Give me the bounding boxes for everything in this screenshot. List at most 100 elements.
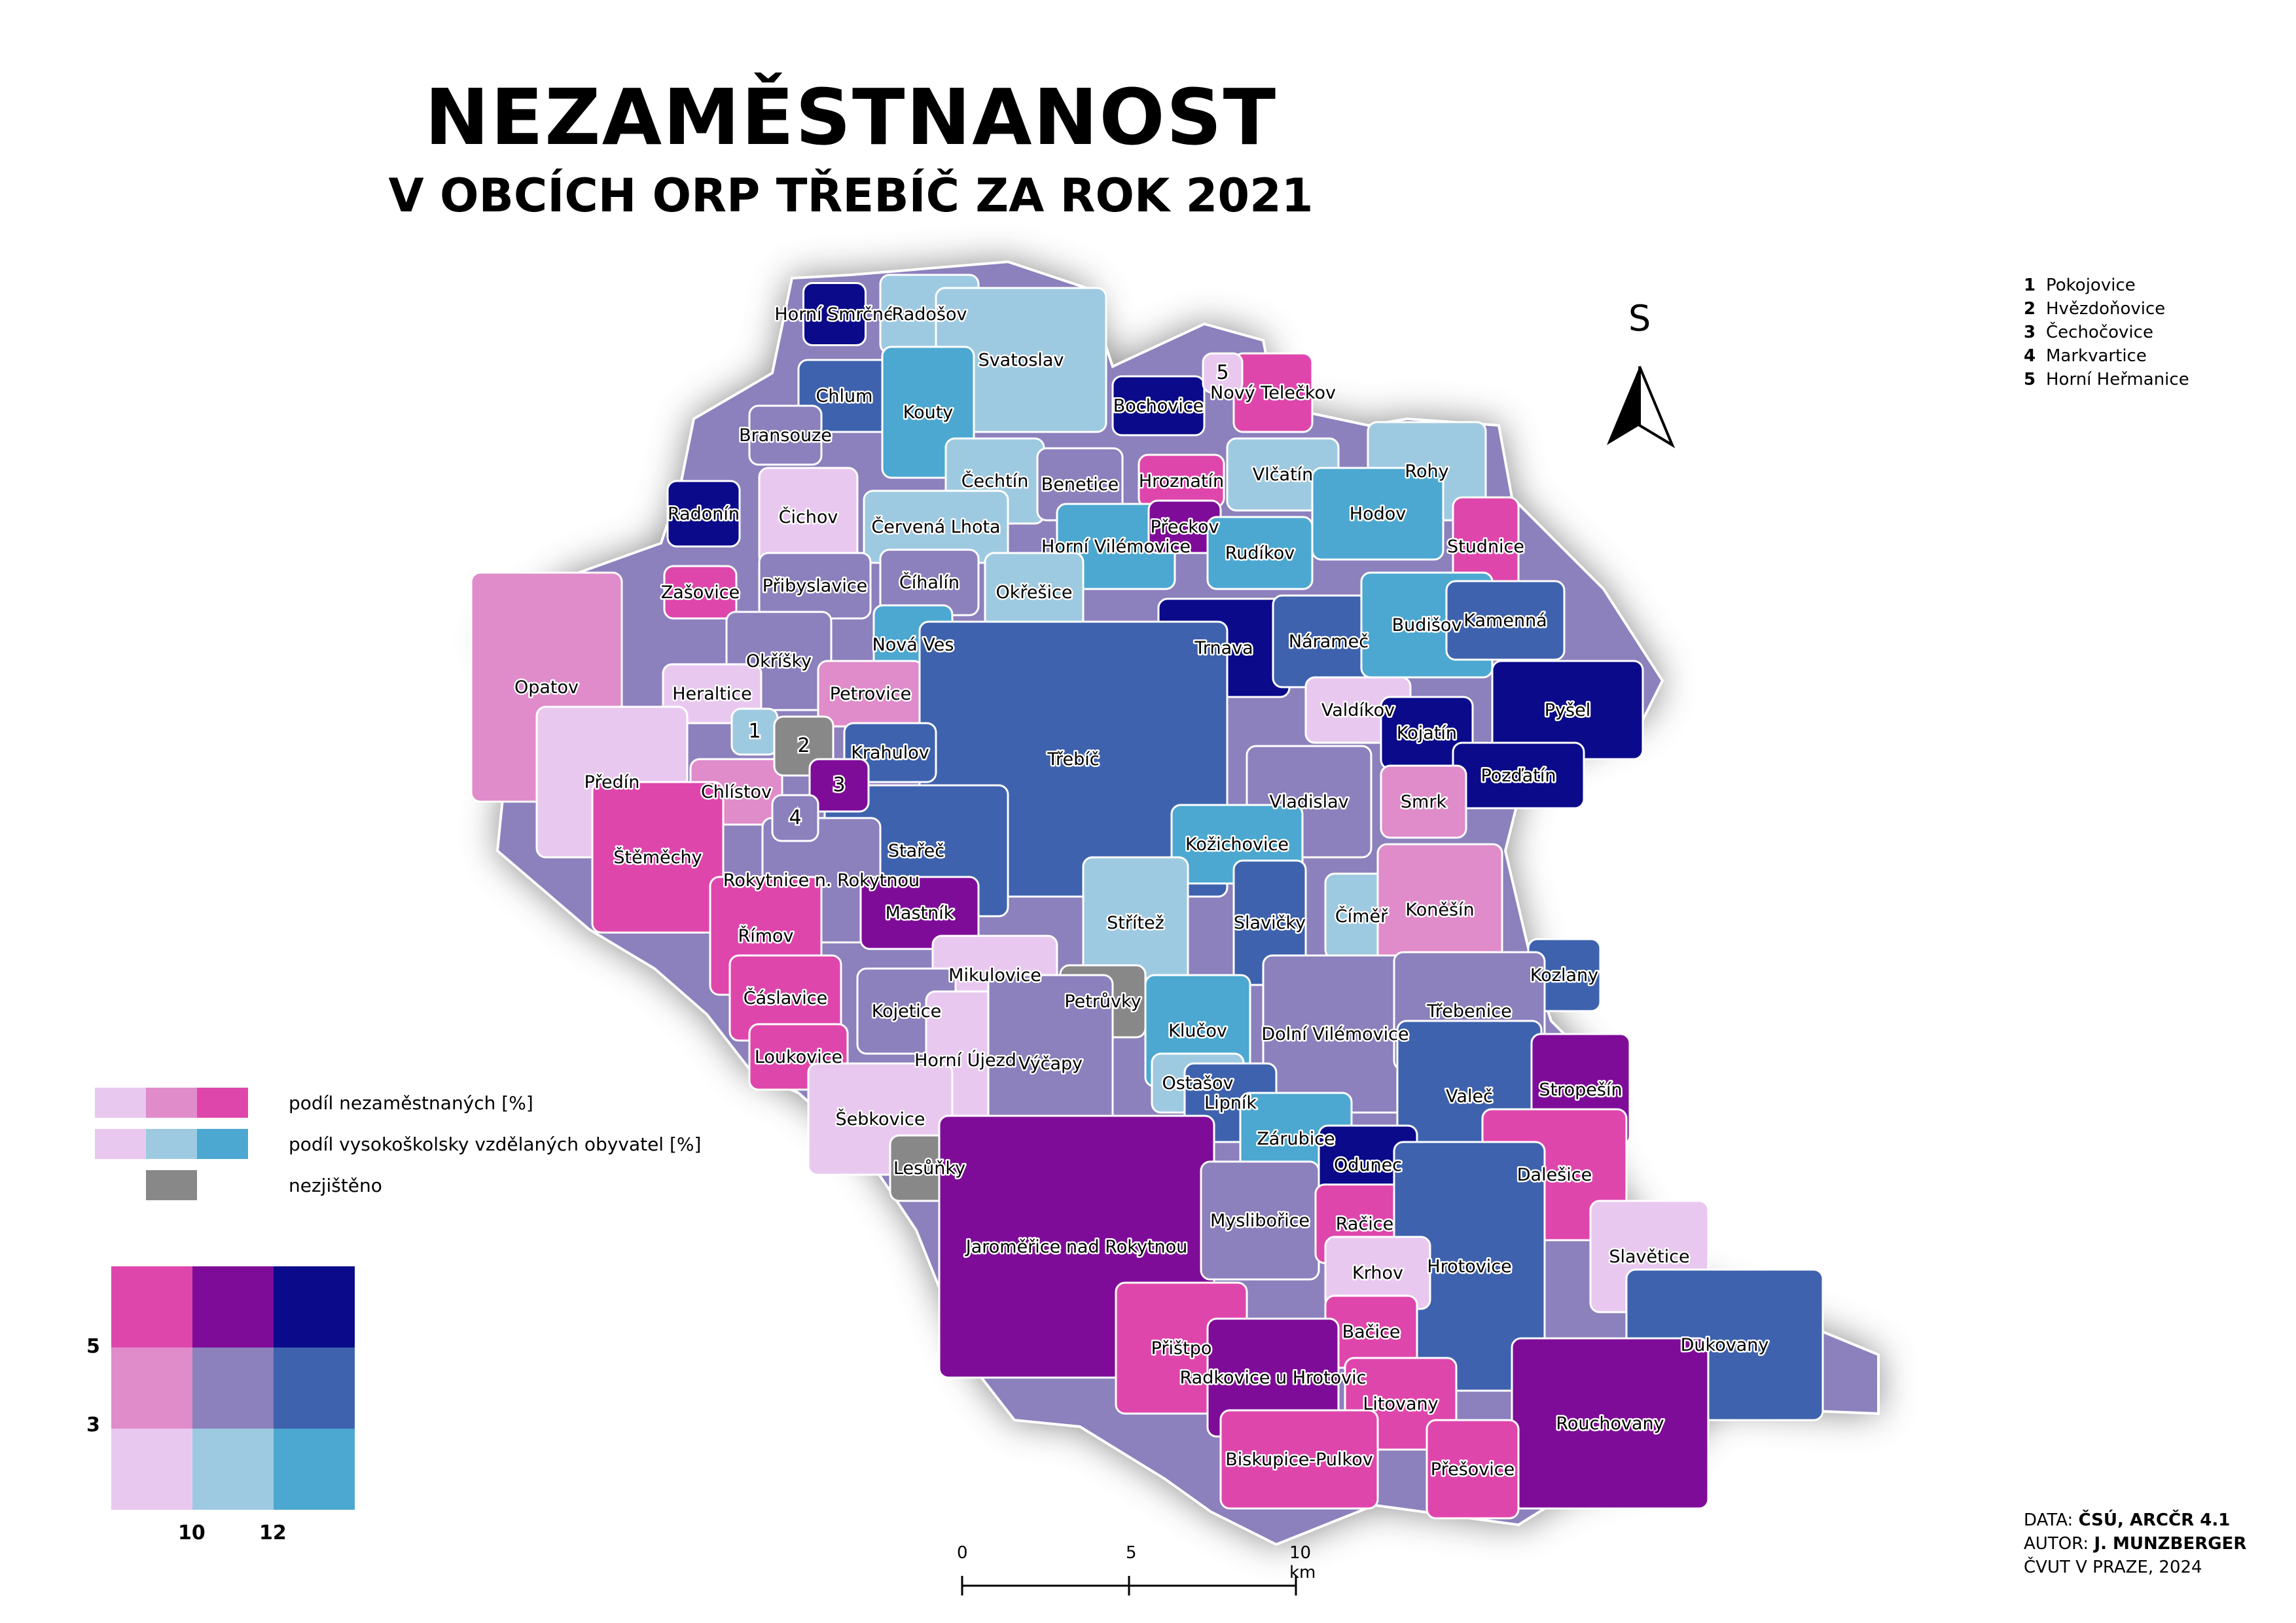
legend-education: podíl vysokoškolsky vzdělaných obyvatel … xyxy=(95,1129,701,1159)
credits-author: AUTOR: J. MUNZBERGER xyxy=(2024,1534,2247,1554)
municipality-label: Náramеč xyxy=(1289,632,1369,652)
bivar-cell-23 xyxy=(274,1347,355,1429)
municipality-label: Krhov xyxy=(1352,1263,1403,1283)
municipality-label: Račice xyxy=(1336,1214,1394,1234)
legend-y-break-3: 3 xyxy=(86,1414,100,1436)
municipality-label: Budišov xyxy=(1392,615,1462,635)
scale-bar: 0 5 10 km xyxy=(942,1543,1316,1602)
municipality-region xyxy=(1111,375,1206,437)
legend-x-break-10: 10 xyxy=(178,1522,206,1544)
municipality-label: Výčapy xyxy=(1018,1054,1083,1074)
municipality-label: Valeč xyxy=(1446,1086,1493,1107)
municipality-label: Třebíč xyxy=(1047,749,1099,770)
municipality-region xyxy=(1202,352,1244,394)
municipality-label: Jaroměřice nad Rokytnou xyxy=(965,1237,1188,1257)
municipality-label: Hroznatín xyxy=(1139,471,1224,491)
municipality-label: Třebenice xyxy=(1426,1001,1511,1022)
legend-nodata: nezjištěno xyxy=(95,1170,382,1200)
municipality-label: Číměř xyxy=(1335,906,1388,927)
footnote-item: 1 Pokojovice xyxy=(2024,276,2136,295)
north-arrow: S xyxy=(1604,298,1676,455)
municipality-label: Stropešín xyxy=(1539,1080,1622,1100)
municipality-label: Odunec xyxy=(1334,1155,1402,1175)
legend-swatch-unemp-low xyxy=(95,1088,146,1118)
municipality-label: Římov xyxy=(738,925,793,946)
municipality-label: Pozďatín xyxy=(1481,766,1556,786)
municipality-region xyxy=(1219,1409,1379,1510)
municipality-label: Přibyslavice xyxy=(762,576,868,596)
municipality-label: Heraltice xyxy=(672,684,752,704)
municipality-label: Koněšín xyxy=(1405,900,1474,920)
municipality-number-label: 2 xyxy=(797,734,810,757)
municipality-label: Kamenná xyxy=(1463,611,1547,631)
municipality-label: Petrovice xyxy=(830,684,911,704)
legend-swatch-unemp-mid xyxy=(146,1088,197,1118)
municipality-region xyxy=(663,565,738,620)
north-arrow-icon xyxy=(1607,366,1676,448)
municipality-label: Rohy xyxy=(1405,461,1448,482)
map-title: NEZAMĚSTNANOST xyxy=(424,72,1278,162)
scale-tick-5: 5 xyxy=(1126,1543,1137,1563)
municipality-region xyxy=(748,404,823,466)
bivar-cell-33 xyxy=(274,1266,355,1347)
municipality-label: Opatov xyxy=(514,677,579,698)
municipality-label: Přištpo xyxy=(1151,1338,1212,1359)
bivar-cell-12 xyxy=(192,1429,274,1510)
municipality-label: Hodov xyxy=(1350,504,1406,524)
scale-tick-10: 10 km xyxy=(1289,1543,1316,1582)
municipality-label: Přeckov xyxy=(1151,517,1219,537)
municipality-label: Střítež xyxy=(1107,913,1164,933)
credits-data: DATA: ČSÚ, ARCČR 4.1 xyxy=(2024,1510,2231,1530)
municipality-label: Bochovice xyxy=(1113,396,1204,416)
municipality-label: Lesůňky xyxy=(893,1158,965,1179)
municipality-label: Kouty xyxy=(903,402,954,423)
municipality-label: Mikulovice xyxy=(948,965,1041,986)
municipality-label: Radkovice u Hrotovic xyxy=(1179,1368,1366,1388)
municipality-label: Klučov xyxy=(1168,1021,1227,1041)
municipality-label: Mastník xyxy=(886,903,954,923)
municipality-label: Šebkovice xyxy=(835,1109,925,1130)
municipality-label: Bačice xyxy=(1342,1322,1401,1342)
municipality-label: Loukovice xyxy=(755,1047,842,1067)
municipality-label: Myslibořice xyxy=(1210,1211,1310,1231)
municipality-label: Chlum xyxy=(816,386,873,406)
municipality-label: Čichov xyxy=(779,507,838,527)
municipality-label: Rokytnice n. Rokytnou xyxy=(723,870,920,891)
municipality-label: Valdíkov xyxy=(1321,700,1395,721)
municipality-region xyxy=(808,758,870,813)
municipality-label: Horní Smrčné xyxy=(774,304,894,325)
municipality-label: Číhalín xyxy=(899,572,960,593)
bivar-cell-31 xyxy=(111,1266,192,1347)
bivariate-legend xyxy=(111,1266,355,1510)
municipality-label: Biskupice-Pulkov xyxy=(1225,1450,1372,1470)
footnote-item: 2 Hvězdoňovice xyxy=(2024,299,2166,319)
municipality-label: Dolní Vilémovice xyxy=(1261,1024,1408,1044)
credits: DATA: ČSÚ, ARCČR 4.1 AUTOR: J. MUNZBERGE… xyxy=(2024,1508,2246,1579)
municipality-label: Vladislav xyxy=(1269,792,1348,812)
municipality-label: Petrůvky xyxy=(1064,991,1141,1012)
municipality-label: Kozlany xyxy=(1530,965,1598,986)
municipality-region xyxy=(666,480,741,548)
legend-swatch-edu-high xyxy=(197,1129,248,1159)
municipality-label: Okříšky xyxy=(746,651,812,671)
municipality-label: Kojatín xyxy=(1397,723,1457,743)
legend-swatch-edu-low xyxy=(95,1129,146,1159)
municipality-label: Zárubice xyxy=(1257,1129,1335,1149)
municipality-label: Červená Lhota xyxy=(871,516,1000,537)
municipality-label: Trnava xyxy=(1194,638,1253,658)
legend-swatch-edu-mid xyxy=(146,1129,197,1159)
municipality-label: Svatoslav xyxy=(978,350,1064,370)
municipality-label: Dalešice xyxy=(1517,1165,1592,1185)
municipality-label: Kožichovice xyxy=(1185,834,1289,855)
municipality-label: Chlístov xyxy=(701,782,772,802)
municipality-label: Hrotovice xyxy=(1427,1257,1511,1277)
municipality-label: Horní Újezd xyxy=(914,1050,1016,1071)
legend-swatch-nodata xyxy=(146,1170,197,1200)
municipality-label: Smrk xyxy=(1401,792,1447,812)
municipality-region xyxy=(859,876,980,950)
scale-bar-line xyxy=(961,1576,1297,1596)
bivar-cell-11 xyxy=(111,1429,192,1510)
credits-institution: ČVUT V PRAZE, 2024 xyxy=(2024,1558,2202,1577)
municipality-label: Nový Telečkov xyxy=(1210,383,1336,403)
